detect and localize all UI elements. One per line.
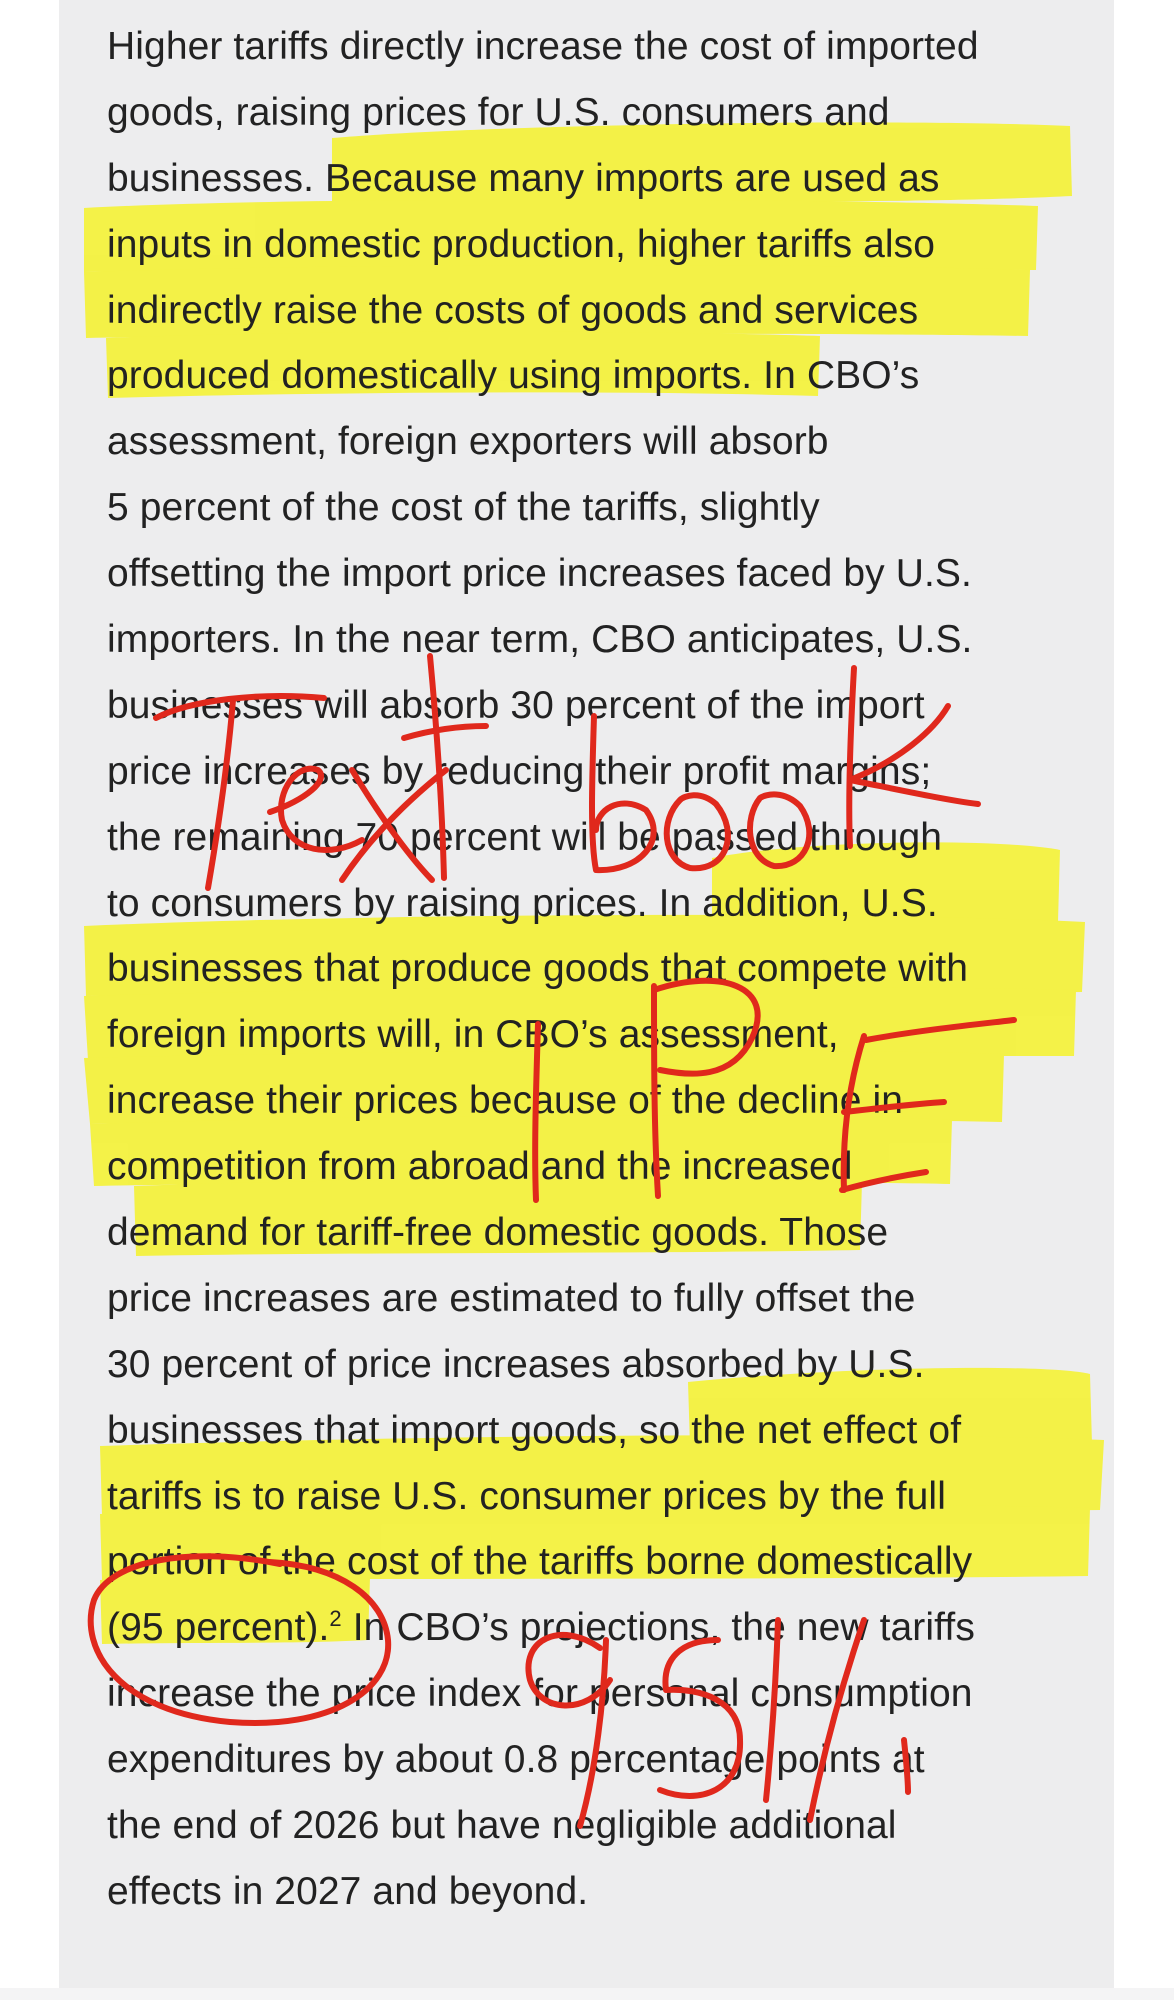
text-line: price increases by reducing their profit…: [107, 749, 932, 793]
text-line: tariffs is to raise U.S. consumer prices…: [107, 1474, 946, 1518]
text-line: to consumers by raising prices. In addit…: [107, 881, 938, 925]
text-line: Higher tariffs directly increase the cos…: [107, 25, 979, 68]
text-line: increase the price index for personal co…: [107, 1672, 973, 1716]
text-line: 30 percent of price increases absorbed b…: [107, 1342, 925, 1386]
text-line: importers. In the near term, CBO anticip…: [107, 618, 973, 662]
text-line-footnote: (95 percent).2 In CBO’s projections, the…: [107, 1595, 1107, 1661]
text-line: inputs in domestic production, higher ta…: [107, 222, 936, 266]
text-line: expenditures by about 0.8 percentage poi…: [107, 1738, 925, 1782]
text-line: (95 percent).: [107, 1606, 330, 1650]
text-line: foreign imports will, in CBO’s assessmen…: [107, 1013, 839, 1057]
text-line: businesses. Because many imports are use…: [107, 156, 940, 200]
document-text: Higher tariffs directly increase the cos…: [107, 14, 1107, 1925]
text-line: businesses will absorb 30 percent of the…: [107, 683, 925, 727]
text-line: indirectly raise the costs of goods and …: [107, 288, 919, 332]
text-line: offsetting the import price increases fa…: [107, 552, 972, 596]
text-line: the remaining 70 percent will be passed …: [107, 815, 943, 859]
text-line: businesses that produce goods that compe…: [107, 947, 969, 991]
text-line: demand for tariff-free domestic goods. T…: [107, 1211, 889, 1255]
text-line: 5 percent of the cost of the tariffs, sl…: [107, 486, 820, 530]
text-line: competition from abroad and the increase…: [107, 1145, 853, 1189]
footnote-marker[interactable]: 2: [329, 1606, 342, 1632]
text-line: produced domestically using imports. In …: [107, 354, 920, 398]
text-line: businesses that import goods, so the net…: [107, 1408, 962, 1452]
text-line: effects in 2027 and beyond.: [107, 1869, 589, 1913]
text-line: portion of the cost of the tariffs borne…: [107, 1540, 973, 1584]
text-line: assessment, foreign exporters will absor…: [107, 420, 829, 464]
text-line: the end of 2026 but have negligible addi…: [107, 1804, 897, 1848]
text-line: goods, raising prices for U.S. consumers…: [107, 90, 890, 134]
bottom-strip: [0, 1988, 1174, 2000]
text-line-tail: In CBO’s projections, the new tariffs: [341, 1606, 975, 1650]
text-line: increase their prices because of the dec…: [107, 1079, 903, 1123]
text-line: price increases are estimated to fully o…: [107, 1276, 916, 1320]
